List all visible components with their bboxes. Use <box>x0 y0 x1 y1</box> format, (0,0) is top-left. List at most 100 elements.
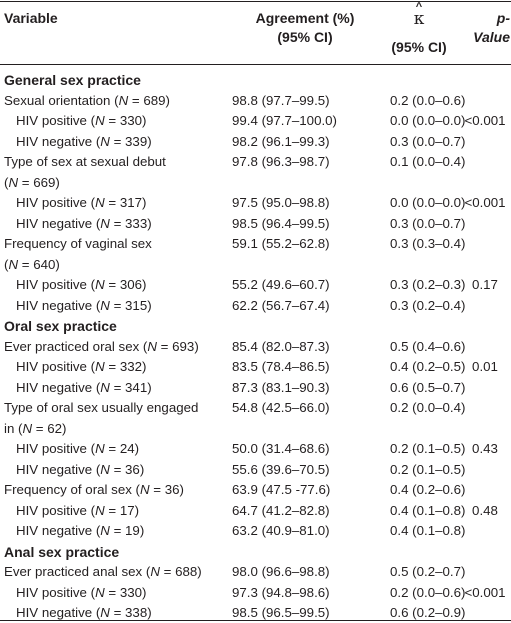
variable-label: HIV positive (N = 17) <box>16 501 139 521</box>
sample-size-symbol: N <box>147 338 157 354</box>
table-row: HIV positive (N = 330) 97.3 (94.8–98.6) 0.… <box>0 583 511 603</box>
variable-label: Type of oral sex usually engaged <box>4 398 198 418</box>
sample-size-value: = 332) <box>104 359 147 374</box>
sample-size-value: = 640) <box>18 256 60 272</box>
sample-size-value: = 17) <box>104 502 140 518</box>
sample-size-symbol: N <box>100 215 110 231</box>
sample-size-symbol: N <box>139 482 150 497</box>
section-heading-row: Anal sex practice <box>0 542 511 562</box>
agreement-cell: 62.2 (56.7–67.4) <box>232 297 330 313</box>
sample-size-value: = 341) <box>109 379 152 395</box>
sample-size-symbol: N <box>95 195 105 210</box>
section-heading: General sex practice <box>4 72 141 88</box>
agreement-cell: 55.2 (49.6–60.7) <box>232 277 330 292</box>
kappa-cell: 0.4 (0.1–0.8) <box>390 502 466 518</box>
variable-label: HIV positive (N = 24) <box>16 439 139 459</box>
p-value-cell: 0.17 <box>472 277 498 292</box>
label-text: Type of sex at sexual debut <box>4 154 166 169</box>
sample-size-symbol: N <box>95 359 105 374</box>
kappa-cell: 0.5 (0.2–0.7) <box>390 564 466 579</box>
kappa-cell: 0.4 (0.2–0.5) <box>390 359 466 374</box>
section-heading: Oral sex practice <box>4 318 117 334</box>
table-row: Ever practiced oral sex (N = 693) 85.4 (8… <box>0 337 511 357</box>
sample-size-value: = 36) <box>109 461 145 477</box>
label-text: in ( <box>4 420 23 436</box>
table-row: HIV negative (N = 315) 62.2 (56.7–67.4) 0.… <box>0 296 511 316</box>
label-text: HIV negative ( <box>16 297 101 313</box>
sample-size-symbol: N <box>100 605 110 620</box>
label-text: HIV negative ( <box>16 605 101 620</box>
table-row: Ever practiced anal sex (N = 688) 98.0 (9… <box>0 562 511 582</box>
p-value-cell: 0.01 <box>472 359 498 374</box>
kappa-cell: 0.6 (0.5–0.7) <box>390 379 466 395</box>
agreement-cell: 59.1 (55.2–62.8) <box>232 236 330 251</box>
variable-label: Ever practiced anal sex (N = 688) <box>4 562 202 582</box>
kappa-cell: 0.1 (0.0–0.4) <box>390 154 466 169</box>
agreement-cell: 85.4 (82.0–87.3) <box>232 338 330 354</box>
table-row: (N = 640) <box>0 255 511 275</box>
sample-size-value: = 338) <box>109 605 152 620</box>
kappa-cell: 0.3 (0.2–0.3) <box>390 277 466 292</box>
p-value-cell: 0.48 <box>472 502 498 518</box>
agreement-cell: 98.5 (96.4–99.5) <box>232 215 330 231</box>
sample-size-symbol: N <box>95 277 105 292</box>
sample-size-value: = 688) <box>159 564 202 579</box>
label-text: HIV negative ( <box>16 523 101 538</box>
table-row: HIV negative (N = 333) 98.5 (96.4–99.5) 0.… <box>0 214 511 234</box>
label-text: HIV positive ( <box>16 359 96 374</box>
table-row: HIV positive (N = 24) 50.0 (31.4–68.6) 0.2… <box>0 439 511 459</box>
table-row: Type of oral sex usually engaged 54.8 (42… <box>0 398 511 418</box>
p-value-cell: <0.001 <box>464 113 506 128</box>
agreement-cell: 63.2 (40.9–81.0) <box>232 523 330 538</box>
header-agreement: Agreement (%) (95% CI) <box>230 9 380 47</box>
sample-size-value: = 669) <box>18 174 60 190</box>
table-row: HIV positive (N = 332) 83.5 (78.4–86.5) 0.… <box>0 357 511 377</box>
p-value-cell: 0.43 <box>472 441 498 456</box>
variable-label: Sexual orientation (N = 689) <box>4 91 170 111</box>
kappa-cell: 0.3 (0.2–0.4) <box>390 297 466 313</box>
top-rule <box>0 1 511 2</box>
header-variable: Variable <box>4 10 58 26</box>
sample-size-value: = 317) <box>104 195 147 210</box>
sample-size-symbol: N <box>100 133 110 149</box>
table-row: HIV negative (N = 338) 98.5 (96.5–99.5) 0.… <box>0 603 511 623</box>
sample-size-symbol: N <box>95 584 105 600</box>
label-text: HIV negative ( <box>16 379 101 395</box>
label-text: HIV positive ( <box>16 441 96 456</box>
agreement-cell: 97.8 (96.3–98.7) <box>232 154 330 169</box>
agreement-cell: 83.5 (78.4–86.5) <box>232 359 330 374</box>
agreement-cell: 64.7 (41.2–82.8) <box>232 502 330 518</box>
agreement-cell: 63.9 (47.5 -77.6) <box>232 482 331 497</box>
sample-size-value: = 19) <box>109 523 145 538</box>
agreement-cell: 98.0 (96.6–98.8) <box>232 564 330 579</box>
header-kappa: ^ κ (95% CI) <box>378 2 460 57</box>
kappa-cell: 0.2 (0.0–0.6) <box>390 92 466 108</box>
kappa-cell: 0.4 (0.2–0.6) <box>390 482 466 497</box>
agreement-cell: 97.3 (94.8–98.6) <box>232 584 330 600</box>
kappa-cell: 0.0 (0.0–0.0) <box>390 113 466 128</box>
sample-size-symbol: N <box>100 461 110 477</box>
table-row: (N = 669) <box>0 173 511 193</box>
variable-label: HIV positive (N = 330) <box>16 583 146 603</box>
sample-size-value: = 333) <box>109 215 152 231</box>
sample-size-value: = 315) <box>109 297 152 313</box>
table-row: Type of sex at sexual debut 97.8 (96.3–98… <box>0 152 511 172</box>
sample-size-symbol: N <box>100 379 110 395</box>
label-text: HIV positive ( <box>16 584 96 600</box>
kappa-cell: 0.3 (0.0–0.7) <box>390 133 466 149</box>
table-row: Sexual orientation (N = 689) 98.8 (97.7–9… <box>0 91 511 111</box>
label-text: Type of oral sex usually engaged <box>4 400 199 415</box>
variable-label: Frequency of vaginal sex <box>4 234 152 254</box>
variable-label: HIV negative (N = 36) <box>16 460 144 480</box>
label-text: ( <box>4 256 9 272</box>
variable-label: (N = 669) <box>4 173 60 193</box>
sample-size-value: = 24) <box>104 441 140 456</box>
table-row: Frequency of oral sex (N = 36) 63.9 (47.5… <box>0 480 511 500</box>
kappa-cell: 0.2 (0.1–0.5) <box>390 461 466 477</box>
sample-size-symbol: N <box>8 256 19 272</box>
kappa-cell: 0.3 (0.3–0.4) <box>390 236 466 251</box>
label-text: Sexual orientation ( <box>4 92 119 108</box>
table-row: HIV negative (N = 339) 98.2 (96.1–99.3) 0.… <box>0 132 511 152</box>
header-kappa-ci: (95% CI) <box>391 39 447 55</box>
